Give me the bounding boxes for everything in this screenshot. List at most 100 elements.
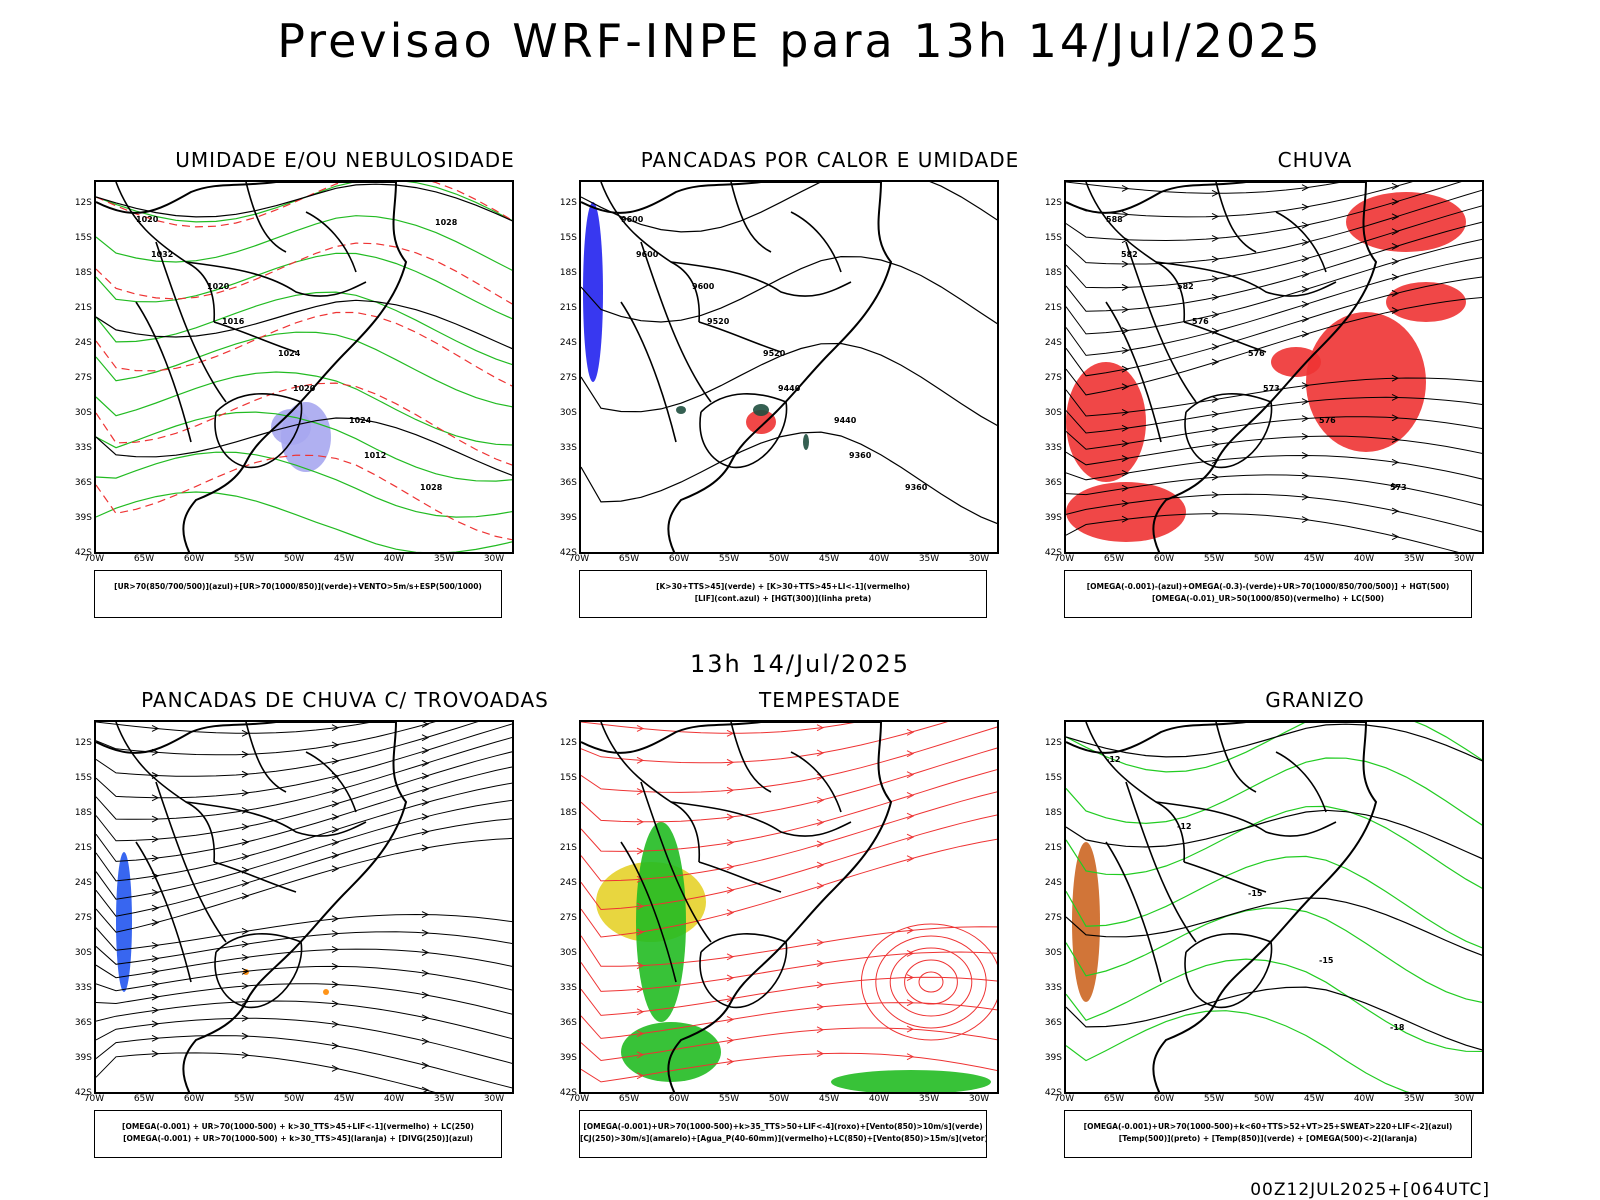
streamlines [1066, 182, 1482, 552]
panel-title: CHUVA [1277, 148, 1353, 172]
main-title: Previsao WRF-INPE para 13h 14/Jul/2025 [277, 14, 1323, 68]
lat-tick-label: 15S [1044, 773, 1062, 783]
lat-tick-label: 33S [1044, 983, 1062, 993]
lon-tick-label: 40W [383, 1094, 405, 1104]
lat-tick-label: 27S [559, 373, 577, 383]
legend-line: [K>30+TTS>45](verde) + [K>30+TTS>45+LI<-… [656, 582, 910, 591]
lat-tick-label: 39S [74, 1053, 92, 1063]
contour-label: 9600 [636, 250, 659, 259]
lon-tick-label: 30W [1453, 554, 1475, 564]
lat-tick-label: 42S [74, 1088, 92, 1098]
lat-tick-label: 42S [559, 548, 577, 558]
lat-tick-label: 21S [1044, 303, 1062, 313]
lat-tick-label: 27S [74, 913, 92, 923]
lat-tick-label: 12S [559, 198, 577, 208]
legend-line: [OMEGA(-0.01)_UR>50(1000/850)(vermelho) … [1151, 594, 1385, 603]
contour-labels: -12 -12 -15 -15 -18 [1106, 755, 1405, 1032]
lon-tick-label: 45W [333, 554, 355, 564]
lat-tick-label: 12S [1044, 198, 1062, 208]
contour-labels: 9600 9600 9520 9440 9360 9600 9520 9440 9360 [621, 215, 928, 492]
forecast-time-label: 13h 14/Jul/2025 [689, 650, 911, 678]
lat-tick-label: 21S [74, 843, 92, 853]
lat-tick-label: 33S [559, 443, 577, 453]
legend-line: [OMEGA(-0.001)-(azul)+OMEGA(-0.3)-(verde… [1086, 582, 1450, 591]
lat-tick-label: 39S [1044, 513, 1062, 523]
contour-label: 1020 [136, 215, 159, 224]
lat-tick-label: 39S [74, 513, 92, 523]
lon-tick-label: 35W [1403, 1094, 1425, 1104]
streamlines [581, 722, 997, 1083]
lat-tick-label: 27S [74, 373, 92, 383]
lat-tick-label: 15S [1044, 233, 1062, 243]
lon-tick-label: 60W [668, 554, 690, 564]
contour-label: -15 [1319, 956, 1334, 965]
lat-tick-label: 24S [1044, 878, 1062, 888]
map-canvas: 9600 9600 9520 9440 9360 9600 9520 9440 9360 [581, 182, 997, 552]
contour-label: 9520 [763, 349, 786, 358]
lon-tick-label: 55W [718, 1094, 740, 1104]
lat-tick-label: 30S [1044, 948, 1062, 958]
lat-tick-label: 15S [74, 233, 92, 243]
country-borders [581, 722, 893, 1092]
contour-label: 1020 [293, 384, 316, 393]
isolines [96, 182, 512, 541]
lat-tick-label: 15S [559, 773, 577, 783]
contour-label: 576 [1192, 317, 1209, 326]
lon-tick-label: 65W [1103, 1094, 1125, 1104]
lat-tick-label: 21S [74, 303, 92, 313]
lat-tick-label: 30S [559, 948, 577, 958]
lat-tick-label: 33S [74, 983, 92, 993]
lat-tick-label: 21S [1044, 843, 1062, 853]
contour-label: 576 [1319, 416, 1336, 425]
lat-tick-label: 18S [559, 268, 577, 278]
lat-tick-label: 42S [74, 548, 92, 558]
lat-tick-label: 21S [559, 843, 577, 853]
lat-tick-label: 18S [74, 268, 92, 278]
lon-tick-label: 30W [483, 554, 505, 564]
lon-tick-label: 50W [283, 554, 305, 564]
country-borders [1066, 182, 1378, 552]
contour-label: 576 [1248, 349, 1265, 358]
omega-orange [1072, 842, 1100, 1002]
lat-tick-label: 18S [1044, 268, 1062, 278]
country-borders [96, 722, 408, 1092]
country-borders [581, 182, 893, 552]
streamlines [96, 722, 512, 1092]
map-panel-umid: UMIDADE E/OU NEBULOSIDADE 1020 1020 1024 102… [75, 148, 570, 650]
contour-label: -18 [1390, 1023, 1405, 1032]
isolines [1066, 723, 1482, 1051]
map-panel-trov: PANCADAS DE CHUVA C/ TROVOADAS 12S 15S 18S 2… [75, 688, 570, 1190]
lat-tick-label: 12S [74, 738, 92, 748]
lon-tick-label: 60W [1153, 554, 1175, 564]
lat-tick-label: 18S [74, 808, 92, 818]
lat-tick-label: 12S [1044, 738, 1062, 748]
lon-tick-label: 55W [718, 554, 740, 564]
map-frame: 1020 1020 1024 1024 1028 1032 1016 1020 1012 1028 [94, 180, 514, 554]
lat-tick-label: 33S [1044, 443, 1062, 453]
map-canvas [96, 722, 512, 1092]
lif-contour-fill [583, 202, 603, 382]
lon-tick-label: 35W [433, 554, 455, 564]
contour-label: 1024 [349, 416, 372, 425]
contour-label: 9600 [692, 282, 715, 291]
panel-legend: [OMEGA(-0.001) + UR>70(1000-500) + k>30_… [94, 1110, 502, 1158]
lon-tick-label: 40W [383, 554, 405, 564]
lat-tick-label: 39S [559, 1053, 577, 1063]
panel-title: UMIDADE E/OU NEBULOSIDADE [175, 148, 515, 172]
divergence-fill [116, 852, 132, 992]
contour-label: 582 [1121, 250, 1138, 259]
lon-tick-label: 30W [1453, 1094, 1475, 1104]
panel-legend: [K>30+TTS>45](verde) + [K>30+TTS>45+LI<-… [579, 570, 987, 618]
contour-label: 582 [1177, 282, 1194, 291]
lon-tick-label: 70W [1053, 1094, 1075, 1104]
map-frame [579, 720, 999, 1094]
lat-tick-label: 18S [559, 808, 577, 818]
lat-tick-label: 12S [74, 198, 92, 208]
lon-tick-label: 70W [568, 1094, 590, 1104]
contour-label: 1016 [222, 317, 245, 326]
lon-tick-label: 50W [768, 554, 790, 564]
lat-tick-label: 24S [1044, 338, 1062, 348]
lat-tick-label: 30S [1044, 408, 1062, 418]
lon-tick-label: 40W [1353, 554, 1375, 564]
lat-tick-label: 30S [559, 408, 577, 418]
